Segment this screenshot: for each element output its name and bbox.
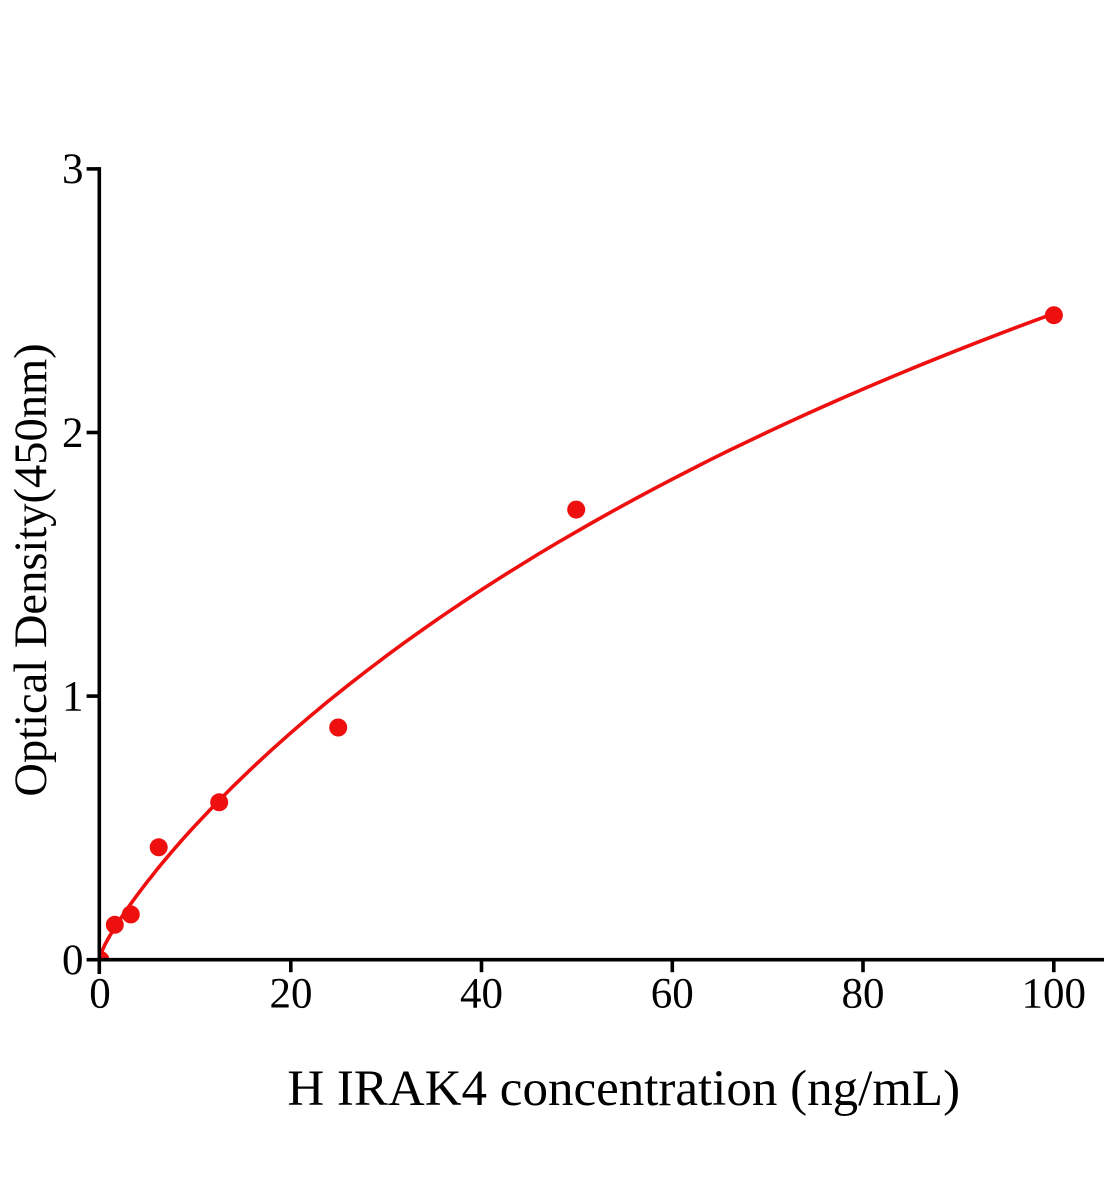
svg-text:3: 3 — [62, 146, 84, 193]
svg-text:80: 80 — [842, 971, 885, 1018]
svg-text:1: 1 — [62, 673, 84, 720]
svg-text:Optical Density(450nm): Optical Density(450nm) — [6, 343, 57, 796]
svg-text:20: 20 — [270, 971, 313, 1018]
svg-text:40: 40 — [460, 971, 503, 1018]
svg-text:0: 0 — [62, 937, 84, 984]
svg-text:0: 0 — [89, 971, 111, 1018]
svg-text:60: 60 — [651, 971, 694, 1018]
svg-text:100: 100 — [1022, 971, 1087, 1018]
svg-text:H IRAK4 concentration (ng/mL): H IRAK4 concentration (ng/mL) — [287, 1061, 960, 1117]
svg-text:2: 2 — [62, 410, 84, 457]
